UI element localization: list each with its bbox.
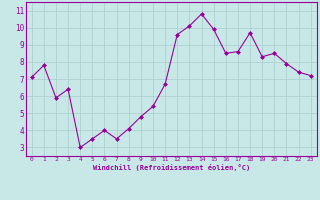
X-axis label: Windchill (Refroidissement éolien,°C): Windchill (Refroidissement éolien,°C) [92,164,250,171]
